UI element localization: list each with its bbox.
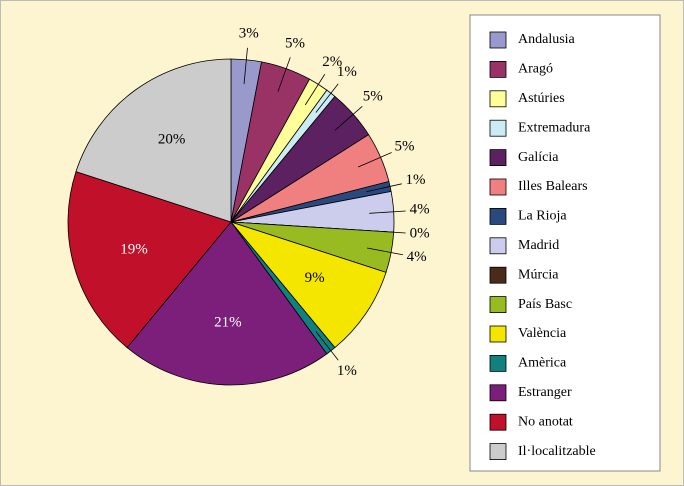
legend-swatch (489, 90, 507, 108)
data-label: 5% (285, 36, 305, 52)
legend-swatch (489, 296, 507, 314)
legend: Andalusia Aragó Astúries Extremadura Galícia… (489, 31, 596, 461)
data-label: 3% (239, 25, 259, 41)
legend-swatch (489, 178, 507, 196)
legend-label: Galícia (518, 150, 559, 165)
data-label: 5% (394, 138, 414, 154)
legend-swatch (489, 207, 507, 225)
legend-label: Astúries (518, 91, 565, 106)
data-label: 5% (363, 88, 383, 104)
leader-line (315, 83, 339, 113)
legend-swatch (489, 413, 507, 431)
legend-label: Amèrica (518, 356, 567, 371)
leader-line (315, 331, 339, 361)
data-label: 2% (322, 54, 342, 70)
leader-line (367, 247, 403, 256)
legend-label: Illes Balears (518, 179, 588, 194)
leader-line (304, 74, 326, 106)
legend-swatch (489, 149, 507, 167)
data-label: 1% (337, 363, 357, 379)
legend-label: Múrcia (518, 267, 559, 282)
data-label: 19% (120, 242, 148, 258)
legend-swatch (489, 354, 507, 372)
data-label: 4% (410, 202, 430, 218)
legend-swatch (489, 266, 507, 284)
data-label: 4% (407, 249, 427, 265)
pie-slice (229, 221, 387, 349)
legend-swatch (489, 61, 507, 78)
data-label: 21% (214, 314, 242, 330)
leader-line (334, 105, 363, 131)
pie-slice (67, 171, 232, 349)
leader-line (366, 183, 402, 193)
legend-label: Il·localitzable (518, 444, 596, 459)
legend-label: Madrid (518, 238, 559, 253)
legend-label: Estranger (518, 385, 572, 400)
legend-label: València (518, 326, 567, 341)
legend-label: La Rioja (518, 209, 567, 224)
legend-swatch (489, 237, 507, 255)
pie-slice (75, 58, 232, 223)
legend-label: Aragó (518, 62, 553, 77)
leader-line (277, 57, 291, 92)
data-label: 1% (405, 172, 425, 188)
legend-label: Extremadura (518, 120, 591, 135)
leader-line (243, 47, 248, 85)
legend-label: No anotat (518, 414, 573, 429)
legend-label: Andalusia (518, 32, 576, 47)
legend-label: País Basc (518, 297, 572, 312)
pie-slice (126, 221, 328, 386)
leader-line (357, 152, 392, 168)
leader-line (369, 210, 406, 214)
legend-swatch (489, 325, 507, 343)
data-label: 9% (305, 270, 325, 286)
data-label: 20% (158, 132, 186, 148)
data-label: 1% (337, 64, 357, 80)
legend-swatch (489, 384, 507, 402)
legend-swatch (489, 119, 507, 137)
legend-swatch (489, 443, 507, 461)
legend-swatch (489, 31, 507, 49)
data-label: 0% (410, 225, 430, 241)
